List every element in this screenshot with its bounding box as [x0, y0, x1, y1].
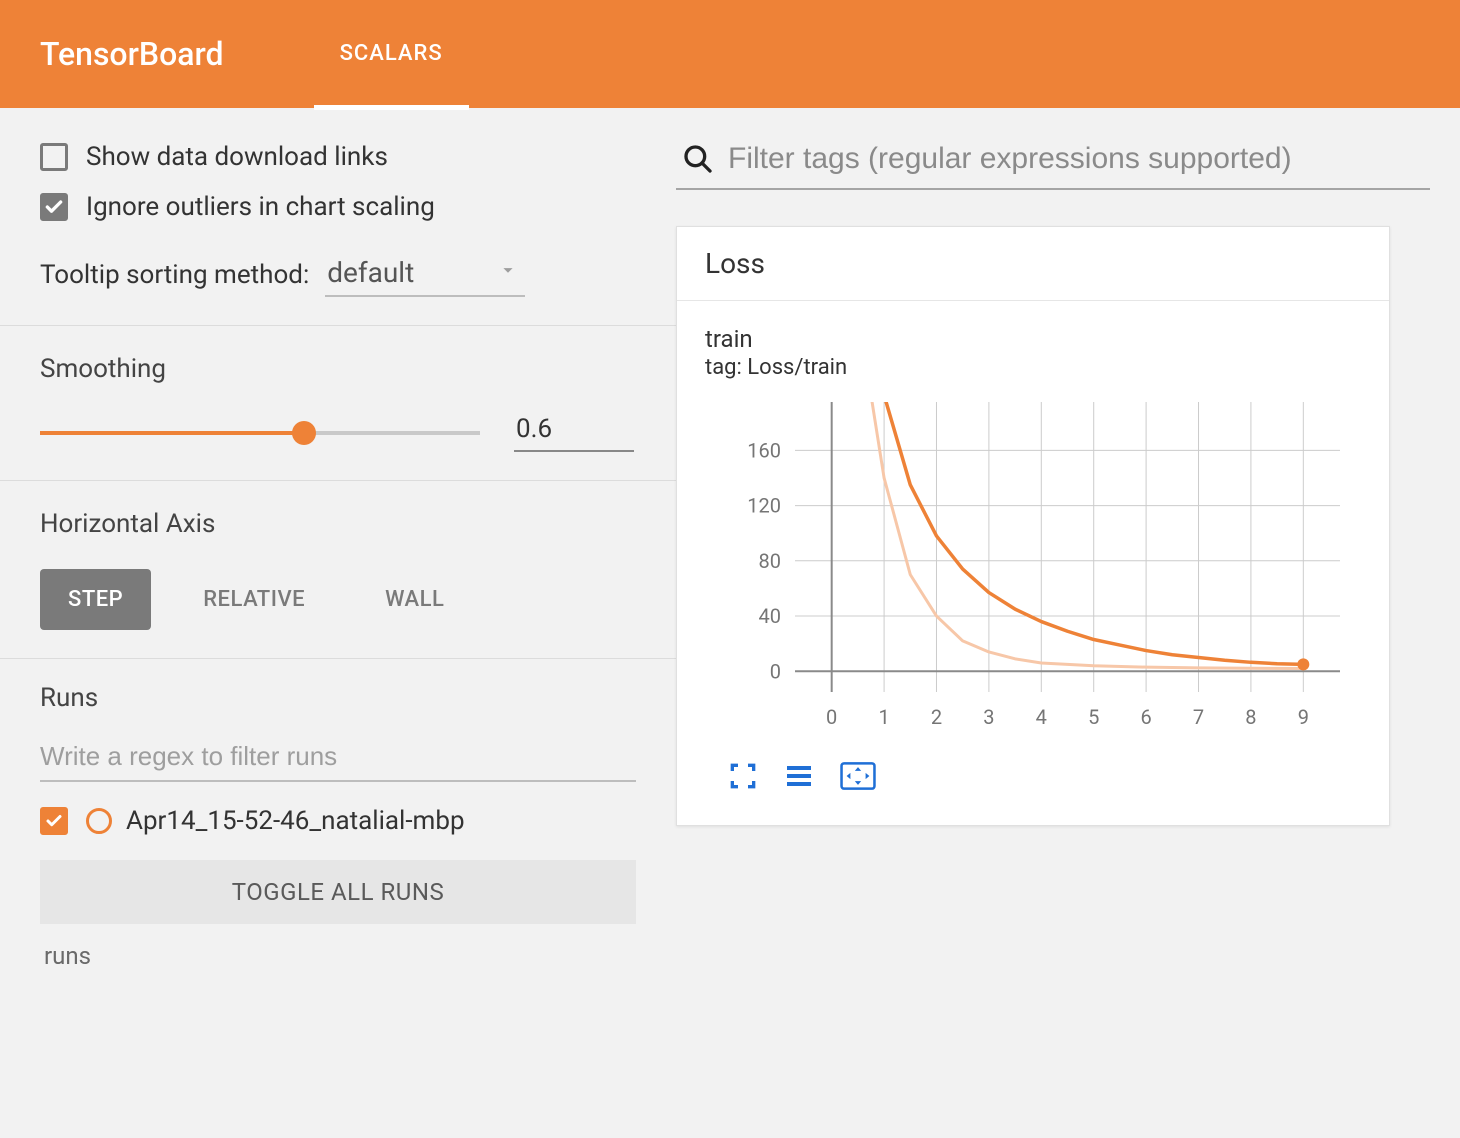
select-tooltip-sort[interactable]: default: [325, 252, 525, 297]
svg-text:8: 8: [1245, 705, 1256, 729]
list-icon[interactable]: [783, 760, 815, 797]
svg-text:3: 3: [983, 705, 994, 729]
sidebar: Show data download links Ignore outliers…: [0, 108, 676, 998]
svg-text:120: 120: [747, 494, 781, 518]
brand-title: TensorBoard: [40, 35, 224, 73]
svg-text:4: 4: [1036, 705, 1047, 729]
input-runs-filter[interactable]: [40, 733, 636, 782]
runs-footer: runs: [40, 942, 636, 970]
svg-text:2: 2: [931, 705, 942, 729]
filter-tags-bar: [676, 136, 1430, 190]
svg-text:5: 5: [1088, 705, 1099, 729]
svg-text:6: 6: [1140, 705, 1151, 729]
tab-scalars[interactable]: SCALARS: [314, 2, 469, 110]
checkbox-show-download-links[interactable]: [40, 143, 68, 171]
label-tooltip-sort: Tooltip sorting method:: [40, 260, 309, 290]
label-smoothing: Smoothing: [40, 354, 636, 384]
svg-text:160: 160: [747, 438, 781, 462]
svg-text:0: 0: [826, 705, 837, 729]
expand-icon[interactable]: [727, 760, 759, 797]
svg-text:1: 1: [878, 705, 889, 729]
svg-text:9: 9: [1298, 705, 1309, 729]
svg-text:40: 40: [759, 604, 781, 628]
fit-screen-icon[interactable]: [839, 760, 877, 797]
app-header: TensorBoard SCALARS: [0, 0, 1460, 108]
card-title: Loss: [677, 227, 1389, 301]
run-row: Apr14_15-52-46_natalial-mbp: [40, 806, 636, 836]
checkbox-run[interactable]: [40, 807, 68, 835]
label-show-download-links: Show data download links: [86, 142, 388, 172]
button-toggle-all-runs[interactable]: TOGGLE ALL RUNS: [40, 860, 636, 924]
chevron-down-icon: [497, 259, 519, 286]
chart-tag: tag: Loss/train: [705, 355, 1361, 380]
run-color-swatch: [86, 808, 112, 834]
label-runs: Runs: [40, 683, 636, 713]
run-label: Apr14_15-52-46_natalial-mbp: [126, 806, 465, 836]
label-horizontal-axis: Horizontal Axis: [40, 509, 636, 539]
slider-smoothing[interactable]: [40, 421, 480, 445]
axis-button-relative[interactable]: RELATIVE: [175, 569, 333, 630]
svg-text:7: 7: [1193, 705, 1204, 729]
select-tooltip-sort-value: default: [327, 256, 414, 289]
axis-button-step[interactable]: STEP: [40, 569, 151, 630]
svg-text:80: 80: [759, 549, 781, 573]
checkbox-ignore-outliers[interactable]: [40, 193, 68, 221]
axis-button-wall[interactable]: WALL: [357, 569, 472, 630]
search-icon: [682, 143, 714, 175]
main-content: Loss train tag: Loss/train 0 40 80 120 160 0 1…: [676, 108, 1460, 998]
chart-title: train: [705, 325, 1361, 353]
label-ignore-outliers: Ignore outliers in chart scaling: [86, 192, 435, 222]
svg-text:0: 0: [770, 659, 781, 683]
chart-loss-train: 0 40 80 120 160 0 1 2 3 4 5 6 7 8 9: [705, 390, 1365, 746]
input-smoothing-value[interactable]: 0.6: [514, 414, 634, 452]
input-filter-tags[interactable]: [728, 142, 1430, 176]
card-loss: Loss train tag: Loss/train 0 40 80 120 160 0 1…: [676, 226, 1390, 826]
